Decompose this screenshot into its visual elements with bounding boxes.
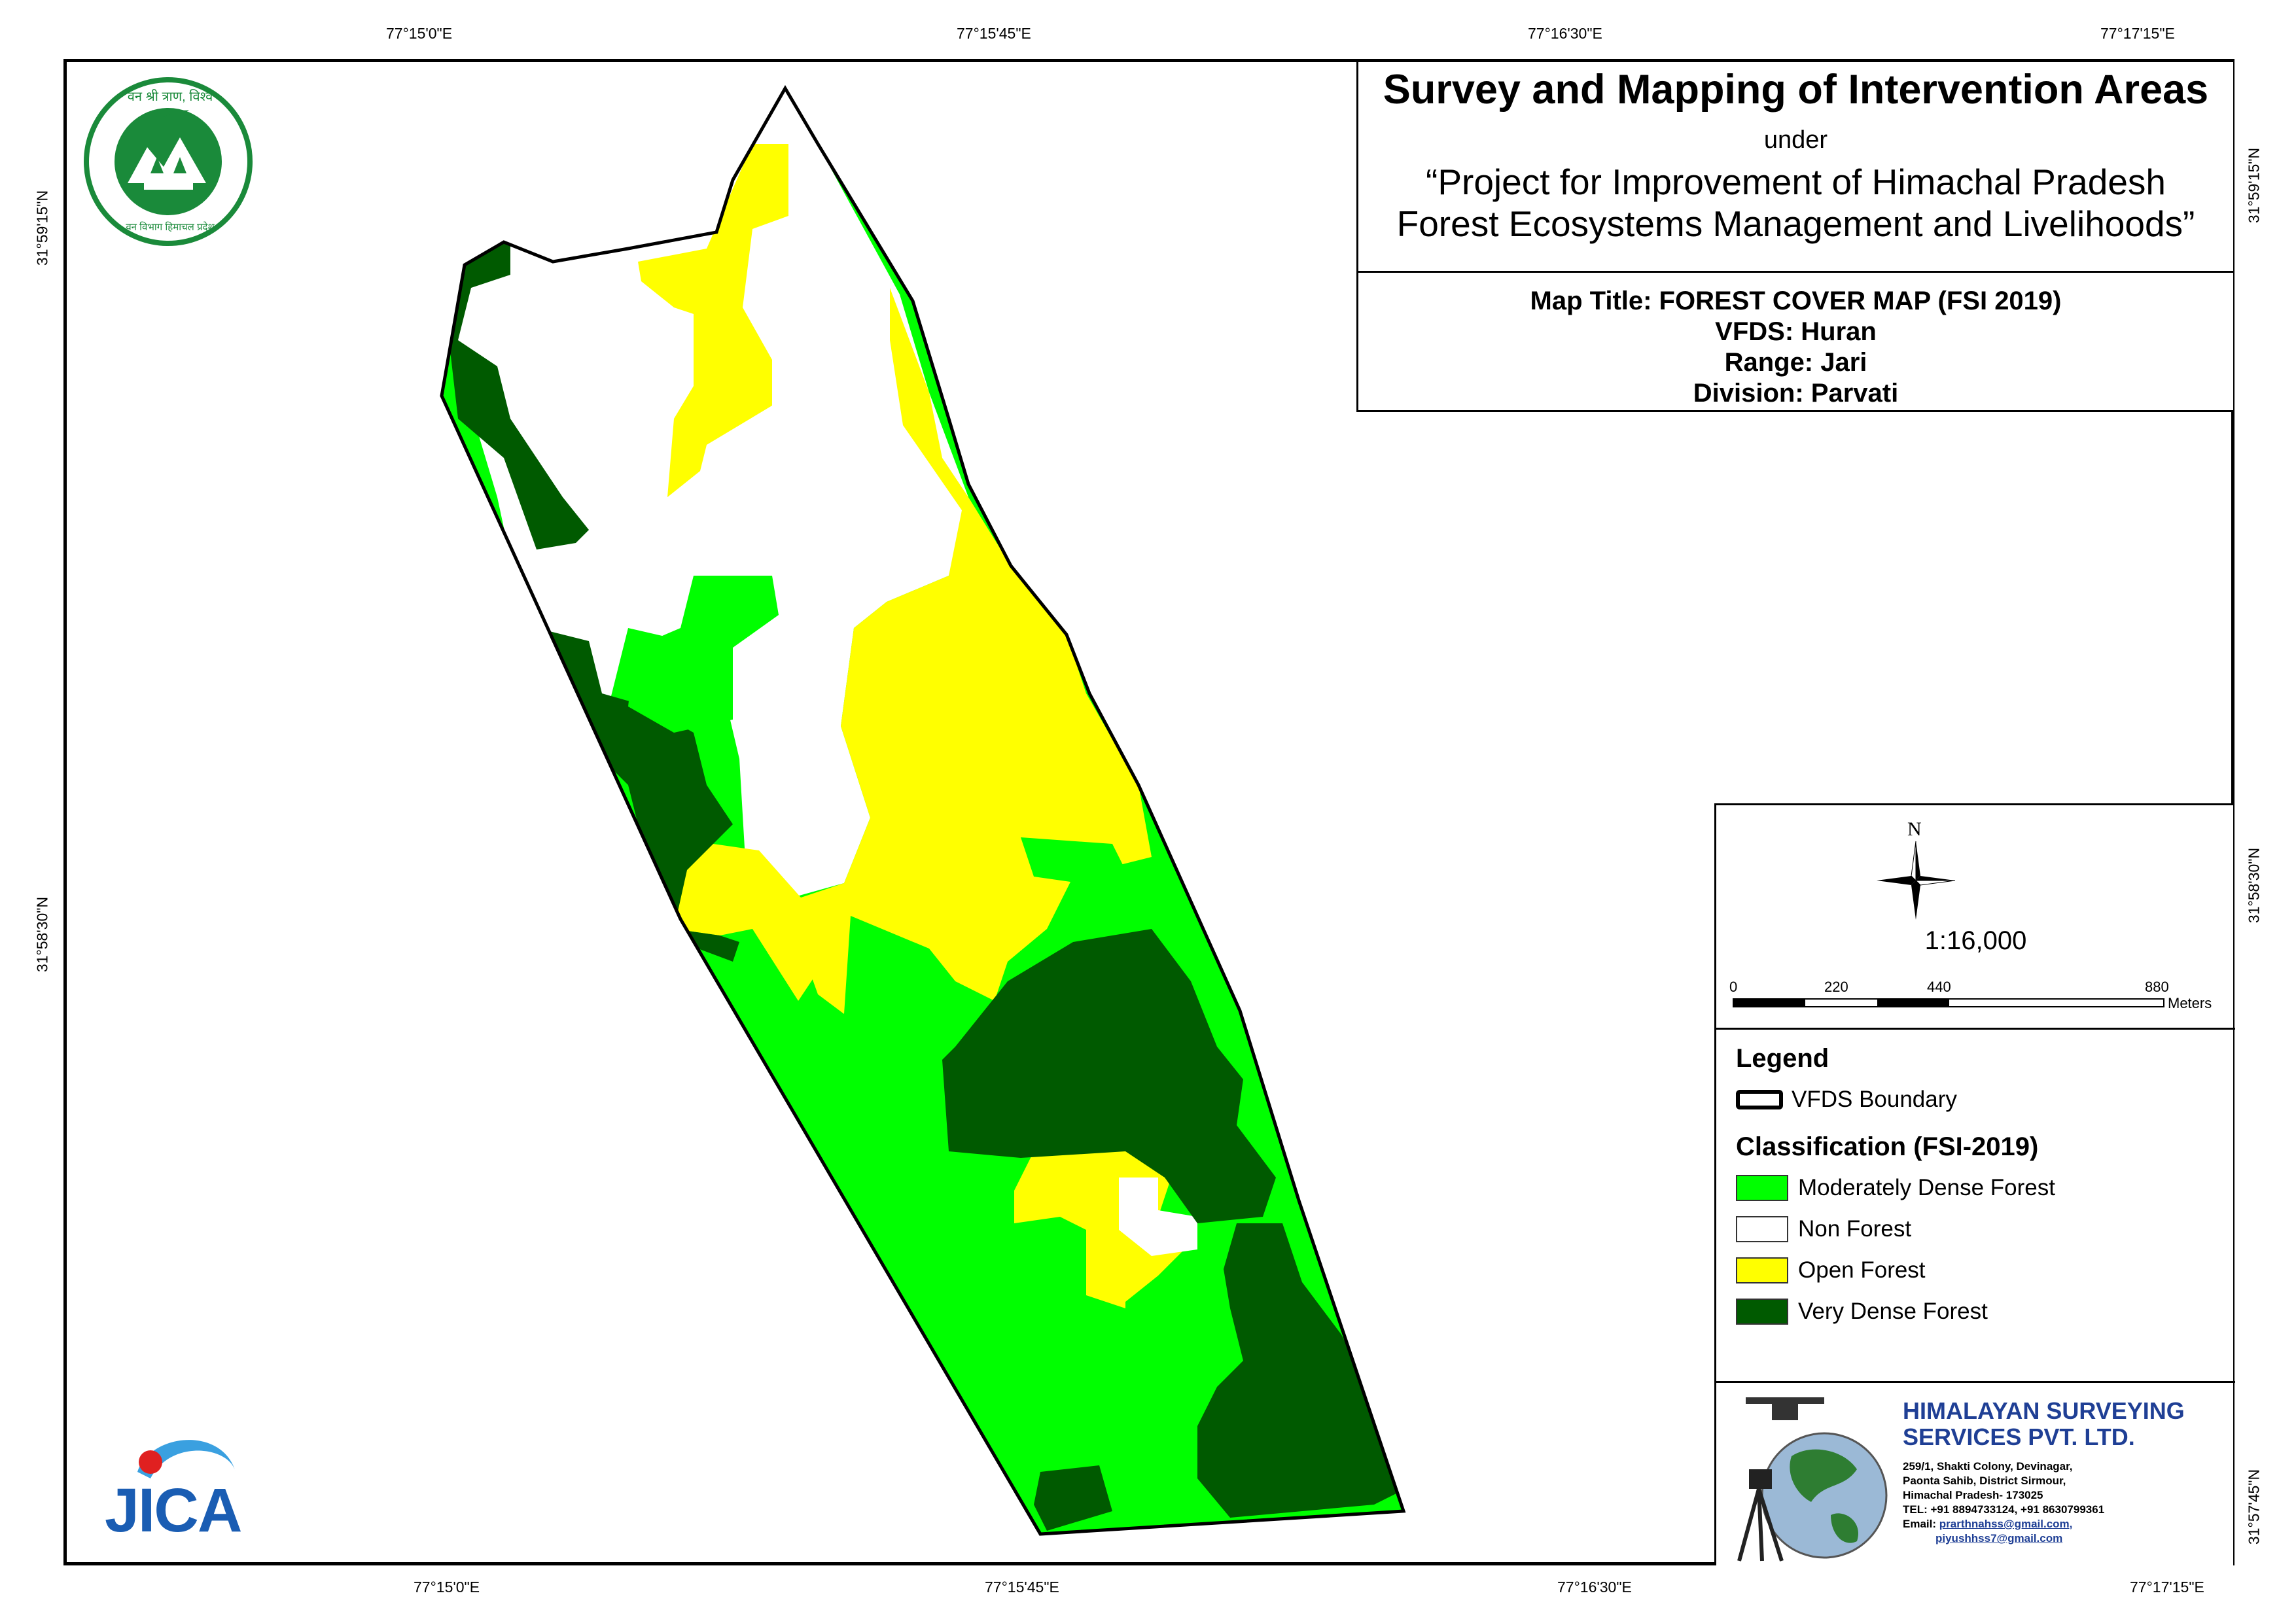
scale-tick-220: 220: [1824, 979, 1848, 995]
email-label: Email:: [1903, 1518, 1937, 1530]
coord-top-4: 77°17'15"E: [2100, 25, 2175, 42]
jica-wordmark: JICA: [105, 1476, 242, 1545]
open-forest-band-east: [785, 288, 1152, 1014]
label-non-forest: Non Forest: [1798, 1216, 1912, 1242]
coord-top-3: 77°16'30"E: [1528, 25, 1602, 42]
swatch-moderately-dense: [1736, 1175, 1788, 1201]
company-email-row: Email: prarthnahss@gmail.com,: [1903, 1517, 2104, 1531]
company-address: 259/1, Shakti Colony, Devinagar, Paonta …: [1903, 1459, 2104, 1546]
moderate-pocket-east: [1021, 837, 1125, 883]
coord-top-2: 77°15'45"E: [957, 25, 1031, 42]
open-forest-west: [674, 844, 824, 1001]
label-very-dense: Very Dense Forest: [1798, 1299, 1988, 1324]
map-heading: Survey and Mapping of Intervention Areas: [1383, 67, 2209, 113]
project-line-1: “Project for Improvement of Himachal Pra…: [1426, 162, 2166, 202]
company-divider: [1716, 1381, 2235, 1383]
legend-divider: [1716, 1028, 2235, 1030]
hp-forest-emblem-icon: [84, 77, 253, 246]
jica-swoosh-icon: [137, 1440, 236, 1478]
company-phone: TEL: +91 8894733124, +91 8630799361: [1903, 1503, 2105, 1516]
title-box: Survey and Mapping of Intervention Areas…: [1356, 62, 2233, 273]
non-forest-patch-north: [451, 88, 968, 899]
scale-unit: Meters: [2168, 995, 2212, 1011]
map-title: Map Title: FOREST COVER MAP (FSI 2019): [1530, 287, 2062, 315]
scale-tick-880: 880: [2145, 979, 2169, 995]
scale-tick-0: 0: [1729, 979, 1738, 995]
address-line-2: Paonta Sahib, District Sirmour,: [1903, 1475, 2066, 1487]
hp-forest-dept: वन विभाग हिमाचल प्रदेश: [126, 222, 215, 233]
hp-forest-motto: वन श्री त्राण, विश्व कल्याण: [127, 90, 213, 122]
very-dense-central: [942, 929, 1276, 1223]
address-line-1: 259/1, Shakti Colony, Devinagar,: [1903, 1460, 2073, 1473]
vfds-name: VFDS: Huran: [1715, 317, 1877, 346]
coord-bottom-4: 77°17'15"E: [2130, 1579, 2204, 1596]
survey-globe-icon: [1737, 1397, 1888, 1562]
moderate-pocket-north: [628, 576, 779, 733]
scale-ratio: 1:16,000: [1924, 926, 2027, 955]
coord-bottom-2: 77°15'45"E: [985, 1579, 1059, 1596]
company-name-2: SERVICES PVT. LTD.: [1903, 1423, 2135, 1450]
swatch-very-dense: [1736, 1299, 1788, 1325]
swatch-non-forest: [1736, 1216, 1788, 1242]
coord-bottom-1: 77°15'0"E: [414, 1579, 480, 1596]
legend-title: Legend: [1736, 1044, 1829, 1073]
range-name: Range: Jari: [1724, 348, 1867, 377]
label-moderately-dense: Moderately Dense Forest: [1798, 1175, 2055, 1200]
very-dense-southwest-patch: [1034, 1465, 1112, 1531]
swatch-open-forest: [1736, 1257, 1788, 1283]
title-under: under: [1763, 126, 1828, 154]
legend-panel: N 1:16,000 0 220 440 880 Meters Legend V…: [1714, 803, 2235, 1565]
north-label: N: [1907, 818, 1922, 840]
very-dense-southeast: [1197, 1223, 1400, 1518]
north-arrow-icon: [1877, 841, 1956, 920]
scale-tick-440: 440: [1927, 979, 1951, 995]
address-line-3: Himachal Pradesh- 173025: [1903, 1489, 2043, 1501]
email-link-2[interactable]: piyushhss7@gmail.com: [1935, 1532, 2063, 1544]
hp-forest-logo: वन श्री त्राण, विश्व कल्याण वन विभाग हिम…: [82, 75, 255, 249]
company-name-1: HIMALAYAN SURVEYING: [1903, 1397, 2185, 1424]
label-open-forest: Open Forest: [1798, 1257, 1926, 1283]
vfds-boundary[interactable]: [440, 85, 1406, 1536]
email-link-1[interactable]: prarthnahss@gmail.com,: [1939, 1518, 2073, 1530]
project-line-2: Forest Ecosystems Management and Livelih…: [1396, 203, 2195, 244]
classification-title: Classification (FSI-2019): [1736, 1132, 2039, 1161]
coord-bottom-3: 77°16'30"E: [1557, 1579, 1632, 1596]
division-name: Division: Parvati: [1693, 379, 1899, 408]
jica-logo: JICA: [98, 1426, 249, 1547]
coord-top-1: 77°15'0"E: [386, 25, 453, 42]
boundary-swatch: [1736, 1090, 1783, 1109]
boundary-label: VFDS Boundary: [1792, 1087, 1957, 1112]
map-info-box: Map Title: FOREST COVER MAP (FSI 2019) V…: [1356, 273, 2233, 412]
scale-bar: [1733, 998, 2164, 1007]
non-forest-patch-south: [1119, 1178, 1197, 1256]
open-forest-north: [638, 144, 788, 497]
